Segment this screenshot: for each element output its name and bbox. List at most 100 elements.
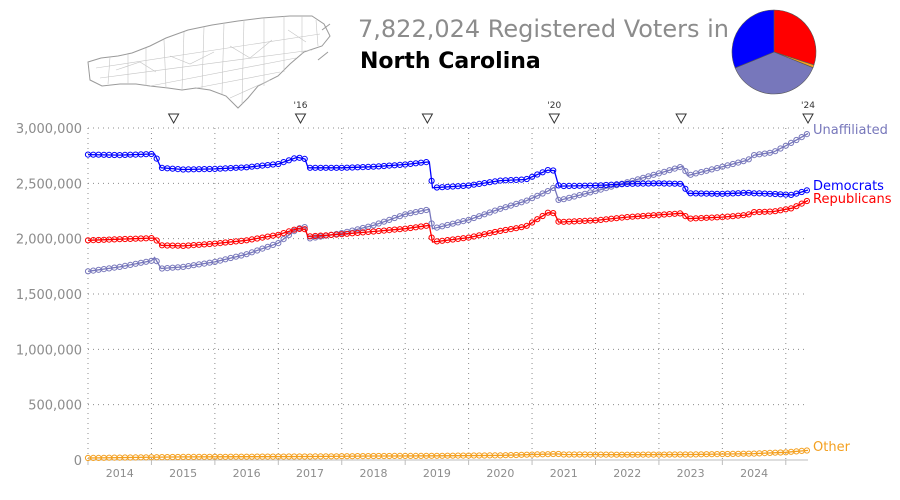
election-year-label: '20 — [547, 101, 561, 111]
series-label: Other — [813, 440, 851, 455]
state-map-icon — [87, 15, 331, 109]
y-tick-label: 1,000,000 — [16, 343, 82, 358]
series-label: Democrats — [813, 179, 884, 194]
data-point — [534, 216, 541, 223]
data-point — [798, 200, 805, 207]
data-point — [243, 251, 250, 258]
y-tick-label: 1,500,000 — [16, 288, 82, 303]
data-point — [259, 245, 266, 252]
election-year-label: '16 — [294, 101, 308, 111]
data-point — [766, 149, 774, 156]
y-tick-label: 500,000 — [28, 399, 82, 414]
data-point — [523, 222, 530, 229]
series-line — [87, 449, 809, 459]
data-point — [666, 167, 673, 174]
data-point — [285, 157, 292, 164]
y-tick-label: 0 — [74, 454, 82, 469]
election-triangle-icon — [294, 113, 307, 125]
data-point — [677, 210, 684, 217]
registered-voters-title: 7,822,024 Registered Voters in — [358, 15, 729, 43]
data-point — [788, 205, 795, 212]
data-point — [148, 150, 155, 158]
x-tick-label: 2022 — [613, 467, 641, 480]
election-triangle-icon — [421, 113, 434, 125]
data-point — [682, 168, 689, 175]
data-point — [529, 195, 536, 202]
data-point — [481, 211, 488, 218]
data-point — [476, 213, 483, 220]
data-point — [423, 159, 430, 166]
data-point — [539, 190, 546, 197]
data-point — [502, 204, 509, 211]
x-tick-label: 2021 — [550, 467, 578, 480]
x-tick-label: 2014 — [106, 467, 134, 480]
chart-series — [84, 131, 811, 462]
data-point — [788, 139, 795, 146]
series-label: Unaffiliated — [813, 123, 888, 138]
x-tick-label: 2016 — [233, 467, 261, 480]
data-point — [534, 192, 541, 199]
x-tick-label: 2015 — [169, 467, 197, 480]
x-tick-label: 2023 — [677, 467, 705, 480]
chart-grid — [87, 127, 808, 461]
y-axis-ticks: 0 500,000 1,000,000 1,500,000 2,000,000 2,500… — [16, 122, 82, 469]
data-point — [280, 230, 287, 237]
election-triangle-icon — [675, 113, 687, 125]
series-republicans — [84, 197, 811, 249]
election-triangle-icon — [548, 113, 561, 125]
data-point — [285, 228, 292, 235]
data-point — [275, 160, 282, 168]
data-point — [803, 447, 811, 454]
series-democrats — [84, 150, 811, 198]
data-point — [655, 170, 663, 177]
data-point — [491, 207, 499, 214]
data-point — [550, 210, 557, 217]
pie-slice-unaffiliated — [734, 51, 814, 95]
data-point — [486, 209, 493, 216]
data-point — [745, 156, 752, 163]
data-point — [798, 134, 805, 141]
data-point — [370, 222, 377, 229]
data-point — [682, 185, 689, 192]
y-tick-label: 2,000,000 — [16, 233, 82, 248]
data-point — [428, 177, 435, 184]
x-tick-label: 2018 — [359, 467, 387, 480]
data-point — [677, 164, 684, 171]
state-title: North Carolina — [360, 49, 541, 74]
election-year-label: '24 — [801, 101, 815, 111]
y-tick-label: 3,000,000 — [16, 122, 82, 137]
data-point — [550, 184, 557, 191]
data-point — [396, 213, 403, 220]
data-point — [465, 216, 472, 223]
data-point — [275, 231, 282, 238]
election-triangle-icon — [167, 113, 180, 125]
series-line — [87, 132, 809, 272]
data-point — [777, 145, 784, 152]
data-point — [539, 212, 546, 220]
pie-slice-republicans — [773, 9, 817, 66]
data-point — [745, 211, 752, 218]
data-point — [740, 158, 747, 165]
data-point — [248, 249, 255, 256]
data-point — [782, 142, 789, 149]
data-point — [803, 197, 811, 205]
x-tick-label: 2020 — [486, 467, 514, 480]
data-point — [682, 213, 689, 220]
data-point — [803, 187, 811, 194]
data-point — [793, 203, 800, 210]
x-axis-ticks: 2014 2015 2016 2017 2018 2019 2020 2021 2022 2023… — [87, 460, 787, 480]
data-point — [301, 155, 308, 162]
data-point — [803, 131, 811, 138]
data-point — [386, 216, 393, 223]
data-point — [264, 243, 271, 250]
data-point — [428, 220, 435, 227]
data-point — [423, 206, 430, 214]
data-point — [529, 173, 536, 180]
series-unaffiliated — [84, 131, 811, 275]
data-point — [523, 197, 530, 204]
data-point — [661, 168, 668, 175]
data-point — [391, 214, 398, 222]
data-point — [254, 247, 261, 254]
